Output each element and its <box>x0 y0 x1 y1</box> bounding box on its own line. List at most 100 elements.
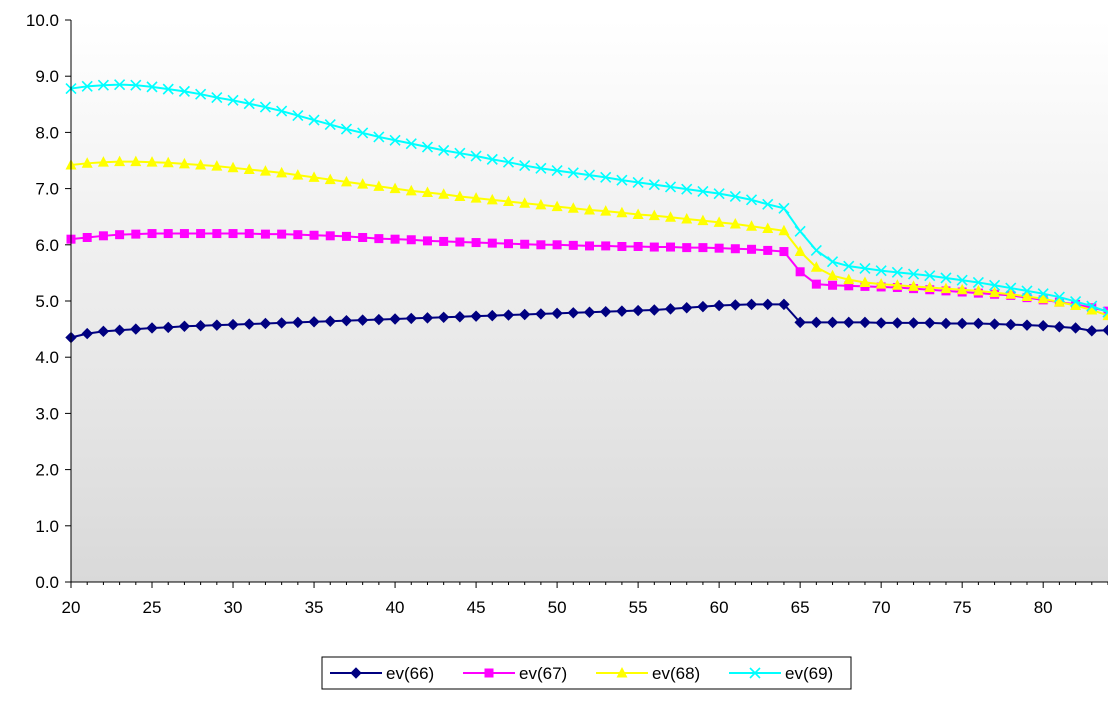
data-point <box>1037 320 1049 332</box>
data-point <box>487 238 497 248</box>
x-ticks: 20 25 30 35 40 45 50 55 60 65 70 75 80 <box>62 582 1108 617</box>
data-point <box>778 298 790 311</box>
x-tick-label: 20 <box>62 598 81 617</box>
legend-marker <box>749 667 761 679</box>
data-point <box>714 243 724 253</box>
data-point <box>989 286 1001 298</box>
data-point <box>227 94 239 106</box>
legend-marker <box>484 668 494 678</box>
legend-label: ev(68) <box>652 664 700 683</box>
data-point <box>1053 296 1065 307</box>
data-point <box>179 229 189 239</box>
data-point <box>649 242 659 252</box>
data-point <box>97 156 109 167</box>
data-point <box>535 198 547 210</box>
data-point <box>940 282 952 294</box>
x-tick-label: 35 <box>305 598 324 617</box>
data-point <box>746 220 758 231</box>
legend-entry: ev(67) <box>463 664 567 683</box>
data-point <box>794 316 806 329</box>
data-point <box>763 245 773 255</box>
data-point <box>891 317 904 329</box>
data-point <box>779 247 789 257</box>
data-point <box>826 256 839 268</box>
data-point <box>940 317 952 330</box>
data-point <box>438 144 450 156</box>
data-point <box>519 159 531 172</box>
data-point <box>324 118 336 131</box>
data-point <box>454 147 466 159</box>
data-point <box>196 229 206 239</box>
series-ev(69) <box>65 79 1108 318</box>
data-point <box>827 269 839 281</box>
data-point <box>211 91 223 104</box>
data-point <box>891 266 903 278</box>
data-point <box>421 312 434 324</box>
data-point <box>502 195 514 207</box>
data-point <box>211 319 223 331</box>
data-point <box>585 241 594 251</box>
data-point <box>956 283 968 295</box>
data-point <box>405 184 417 196</box>
data-point <box>276 105 288 117</box>
data-point <box>616 305 628 317</box>
data-point <box>324 315 336 327</box>
data-point <box>82 232 92 242</box>
data-point <box>227 161 239 173</box>
data-point <box>907 268 920 280</box>
data-point <box>357 127 369 139</box>
x-tick-label: 50 <box>548 598 567 617</box>
data-point <box>828 280 838 290</box>
data-point <box>747 244 757 254</box>
data-point <box>356 314 369 326</box>
data-point <box>195 88 207 100</box>
data-point <box>340 123 353 135</box>
data-point <box>697 185 709 197</box>
data-point <box>471 238 481 248</box>
data-point <box>502 156 515 168</box>
data-point <box>130 323 142 335</box>
data-point <box>130 79 142 91</box>
data-point <box>924 281 936 293</box>
data-point <box>503 239 513 249</box>
data-point <box>502 309 515 321</box>
data-point <box>389 182 401 194</box>
data-point <box>632 208 644 219</box>
data-point <box>421 186 433 198</box>
data-point <box>486 193 498 205</box>
data-point <box>130 155 142 167</box>
data-point <box>194 320 207 332</box>
data-point <box>131 229 141 239</box>
data-point <box>227 318 239 331</box>
data-point <box>1086 325 1098 337</box>
data-point <box>97 325 110 338</box>
data-point <box>729 218 741 229</box>
x-tick-label: 75 <box>953 598 972 617</box>
data-point <box>163 229 173 239</box>
data-point <box>373 313 385 326</box>
data-point <box>454 190 466 201</box>
data-point <box>907 317 920 329</box>
data-point <box>810 316 823 329</box>
data-point <box>98 231 108 241</box>
data-point <box>795 267 805 277</box>
data-point <box>794 225 806 237</box>
data-point <box>292 109 304 122</box>
data-point <box>859 316 871 329</box>
data-point <box>308 114 320 126</box>
data-point <box>924 270 936 282</box>
x-tick-label: 30 <box>224 598 243 617</box>
data-point <box>454 311 466 323</box>
data-point <box>567 307 580 319</box>
data-point <box>341 231 351 241</box>
data-point <box>259 101 272 113</box>
data-point <box>1070 295 1082 308</box>
data-point <box>617 241 627 251</box>
data-point <box>1102 306 1108 318</box>
series-layer <box>65 79 1108 344</box>
legend-label: ev(67) <box>519 664 567 683</box>
y-tick-label: 7.0 <box>35 180 59 199</box>
data-point <box>1086 303 1098 315</box>
data-point <box>972 284 984 296</box>
data-point <box>681 183 693 195</box>
